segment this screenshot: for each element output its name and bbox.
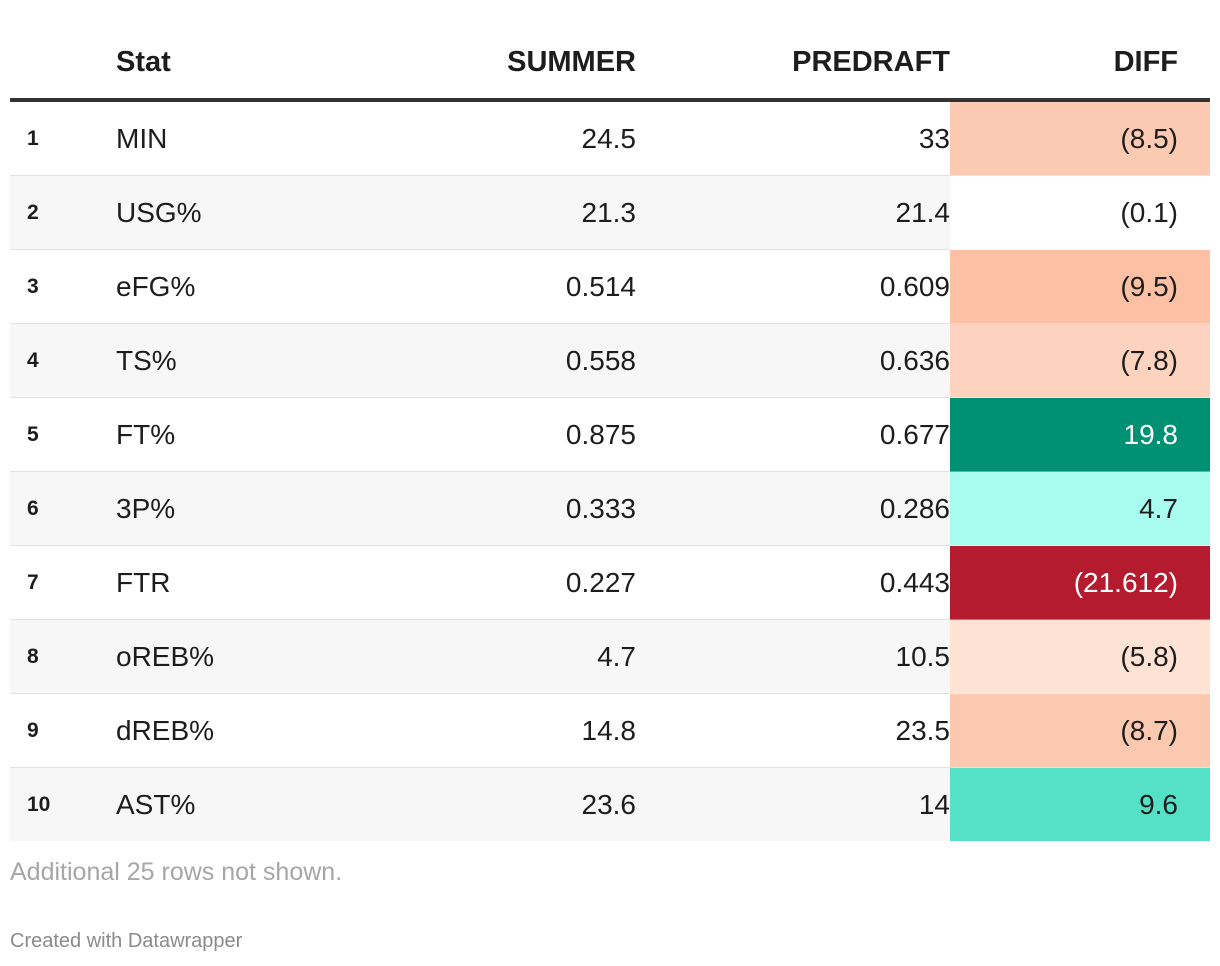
row-predraft-value: 0.609: [636, 249, 950, 324]
row-rank: 8: [10, 619, 116, 694]
row-rank: 3: [10, 249, 116, 324]
row-stat: dREB%: [116, 693, 336, 768]
row-stat: FT%: [116, 397, 336, 472]
row-summer-value: 4.7: [336, 619, 636, 694]
row-predraft-value: 33: [636, 100, 950, 176]
row-stat: eFG%: [116, 249, 336, 324]
row-diff-value: (21.612): [950, 545, 1210, 620]
table-row: 3 eFG% 0.514 0.609 (9.5): [10, 249, 1210, 324]
header-summer[interactable]: SUMMER: [336, 26, 636, 102]
credit-line: Created with Datawrapper: [10, 930, 243, 952]
row-diff-value: (7.8): [950, 323, 1210, 398]
table-row: 9 dREB% 14.8 23.5 (8.7): [10, 693, 1210, 768]
row-summer-value: 0.875: [336, 397, 636, 472]
table-row: 10 AST% 23.6 14 9.6: [10, 767, 1210, 841]
row-diff-value: 4.7: [950, 471, 1210, 546]
row-diff-value: (9.5): [950, 249, 1210, 324]
header-diff[interactable]: DIFF: [950, 26, 1210, 102]
row-rank: 1: [10, 100, 116, 176]
row-rank: 6: [10, 471, 116, 546]
row-stat: FTR: [116, 545, 336, 620]
row-predraft-value: 0.286: [636, 471, 950, 546]
row-predraft-value: 14: [636, 767, 950, 841]
row-diff-value: 9.6: [950, 767, 1210, 841]
header-predraft[interactable]: PREDRAFT: [636, 26, 950, 102]
table-notes: Additional 25 rows not shown.: [10, 858, 343, 886]
row-summer-value: 23.6: [336, 767, 636, 841]
row-rank: 5: [10, 397, 116, 472]
row-summer-value: 0.227: [336, 545, 636, 620]
row-summer-value: 14.8: [336, 693, 636, 768]
row-stat: 3P%: [116, 471, 336, 546]
row-rank: 4: [10, 323, 116, 398]
row-summer-value: 0.333: [336, 471, 636, 546]
row-diff-value: 19.8: [950, 397, 1210, 472]
table-header: Stat SUMMER PREDRAFT DIFF: [10, 26, 1210, 102]
row-summer-value: 0.514: [336, 249, 636, 324]
row-summer-value: 0.558: [336, 323, 636, 398]
row-stat: MIN: [116, 100, 336, 176]
row-predraft-value: 0.677: [636, 397, 950, 472]
row-rank: 10: [10, 767, 116, 841]
row-diff-value: (8.5): [950, 100, 1210, 176]
row-rank: 7: [10, 545, 116, 620]
row-predraft-value: 23.5: [636, 693, 950, 768]
row-summer-value: 24.5: [336, 100, 636, 176]
row-stat: TS%: [116, 323, 336, 398]
row-diff-value: (0.1): [950, 175, 1210, 250]
table-row: 6 3P% 0.333 0.286 4.7: [10, 471, 1210, 546]
row-summer-value: 21.3: [336, 175, 636, 250]
row-stat: AST%: [116, 767, 336, 841]
stats-table-container: Stat SUMMER PREDRAFT DIFF 1 MIN 24.5 33 (8.5…: [10, 26, 1210, 841]
table-row: 2 USG% 21.3 21.4 (0.1): [10, 175, 1210, 250]
header-stat[interactable]: Stat: [116, 26, 336, 102]
table-row: 7 FTR 0.227 0.443 (21.612): [10, 545, 1210, 620]
stats-table: Stat SUMMER PREDRAFT DIFF 1 MIN 24.5 33 (8.5…: [10, 26, 1210, 841]
header-rank: [10, 26, 116, 102]
row-predraft-value: 0.443: [636, 545, 950, 620]
row-predraft-value: 0.636: [636, 323, 950, 398]
table-row: 4 TS% 0.558 0.636 (7.8): [10, 323, 1210, 398]
table-row: 8 oREB% 4.7 10.5 (5.8): [10, 619, 1210, 694]
row-diff-value: (8.7): [950, 693, 1210, 768]
row-rank: 2: [10, 175, 116, 250]
row-predraft-value: 21.4: [636, 175, 950, 250]
table-row: 5 FT% 0.875 0.677 19.8: [10, 397, 1210, 472]
header-row: Stat SUMMER PREDRAFT DIFF: [10, 26, 1210, 102]
row-stat: USG%: [116, 175, 336, 250]
row-predraft-value: 10.5: [636, 619, 950, 694]
table-row: 1 MIN 24.5 33 (8.5): [10, 100, 1210, 176]
table-body: 1 MIN 24.5 33 (8.5) 2 USG% 21.3 21.4 (0.1) 3 eFG% 0.…: [10, 100, 1210, 841]
row-rank: 9: [10, 693, 116, 768]
row-stat: oREB%: [116, 619, 336, 694]
row-diff-value: (5.8): [950, 619, 1210, 694]
